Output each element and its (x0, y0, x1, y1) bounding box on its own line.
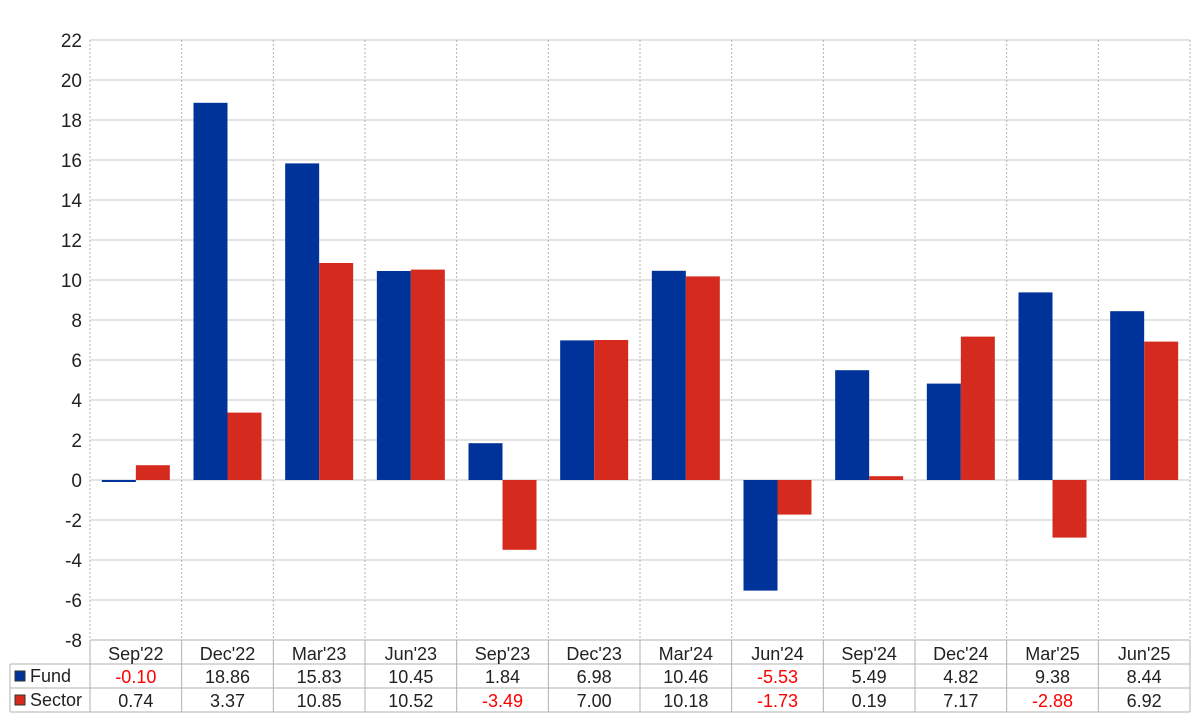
data-label-sector: 7.17 (943, 691, 978, 711)
data-label-sector: 10.18 (663, 691, 708, 711)
data-table: Sep'22 Dec'22 Mar'23 Jun'23 Sep'23 Dec'23 Mar'… (9, 639, 1191, 713)
bar-fund (835, 370, 870, 480)
data-label-fund: -0.10 (115, 667, 156, 687)
y-tick-label: -6 (65, 591, 82, 612)
y-tick-label: 10 (61, 271, 82, 292)
data-label-fund: 8.44 (1127, 667, 1162, 687)
data-label-fund: 5.49 (852, 667, 887, 687)
legend-label-fund: Fund (30, 666, 71, 686)
y-tick-label: 14 (61, 191, 83, 212)
bar-fund (376, 271, 411, 480)
y-tick-label: -2 (65, 511, 82, 532)
y-tick-label: 2 (71, 431, 82, 452)
y-tick-label: 20 (61, 71, 82, 92)
bar-sector (685, 276, 720, 480)
x-category-label: Dec'24 (933, 644, 988, 664)
data-label-fund: -5.53 (757, 667, 798, 687)
data-label-fund: 6.98 (577, 667, 612, 687)
data-label-fund: 10.46 (663, 667, 708, 687)
x-category-label: Mar'25 (1025, 644, 1079, 664)
y-tick-label: 22 (61, 31, 82, 52)
x-category-label: Jun'23 (385, 644, 437, 664)
data-label-fund: 4.82 (943, 667, 978, 687)
grid-layer (89, 39, 1191, 641)
bars-layer (101, 102, 1179, 591)
data-label-sector: 10.85 (297, 691, 342, 711)
bar-sector (777, 480, 812, 515)
x-category-label: Mar'23 (292, 644, 346, 664)
data-label-fund: 15.83 (297, 667, 342, 687)
bar-fund (468, 443, 503, 480)
data-label-fund: 10.45 (388, 667, 433, 687)
y-tick-label: 0 (71, 471, 82, 492)
y-axis: -8 -6 -4 -2 0 2 4 6 8 10 12 14 16 18 20 22 (61, 31, 83, 652)
y-tick-label: 18 (61, 111, 82, 132)
data-label-sector: 6.92 (1127, 691, 1162, 711)
bar-fund (743, 480, 778, 591)
bar-sector (227, 412, 262, 480)
legend-swatch-sector (14, 694, 26, 706)
x-category-label: Mar'24 (659, 644, 713, 664)
bar-fund (1018, 292, 1053, 480)
x-category-label: Dec'22 (200, 644, 255, 664)
bar-sector (135, 465, 170, 480)
legend-swatch-fund (14, 670, 26, 682)
bar-fund (1110, 311, 1145, 480)
bar-fund (926, 383, 961, 480)
bar-fund (101, 480, 136, 482)
x-category-label: Jun'25 (1118, 644, 1170, 664)
data-label-fund: 18.86 (205, 667, 250, 687)
bar-sector (319, 263, 354, 480)
bar-sector (1052, 480, 1087, 538)
y-tick-label: 6 (71, 351, 82, 372)
y-tick-label: 16 (61, 151, 82, 172)
y-tick-label: -8 (65, 631, 82, 652)
data-label-sector: 0.74 (118, 691, 153, 711)
data-label-sector: 10.52 (388, 691, 433, 711)
data-label-sector: -1.73 (757, 691, 798, 711)
x-category-label: Sep'22 (108, 644, 164, 664)
data-label-sector: -2.88 (1032, 691, 1073, 711)
y-tick-label: 12 (61, 231, 82, 252)
bar-sector (960, 336, 995, 480)
x-category-label: Sep'24 (841, 644, 897, 664)
x-category-label: Jun'24 (751, 644, 803, 664)
legend-label-sector: Sector (30, 690, 82, 710)
bar-sector (1144, 341, 1179, 480)
bar-fund (193, 102, 228, 481)
bar-sector (594, 340, 629, 480)
data-label-sector: 3.37 (210, 691, 245, 711)
data-label-sector: 0.19 (852, 691, 887, 711)
y-tick-label: 4 (71, 391, 82, 412)
bar-sector (410, 269, 445, 480)
bar-fund (651, 270, 686, 480)
bar-fund (285, 163, 320, 480)
data-label-sector: 7.00 (577, 691, 612, 711)
y-tick-label: 8 (71, 311, 82, 332)
data-label-fund: 9.38 (1035, 667, 1070, 687)
data-label-sector: -3.49 (482, 691, 523, 711)
bar-sector (869, 476, 904, 480)
x-category-label: Sep'23 (475, 644, 531, 664)
bar-fund (560, 340, 595, 480)
y-tick-label: -4 (65, 551, 82, 572)
bar-sector (502, 480, 537, 550)
data-label-fund: 1.84 (485, 667, 520, 687)
x-category-label: Dec'23 (566, 644, 621, 664)
